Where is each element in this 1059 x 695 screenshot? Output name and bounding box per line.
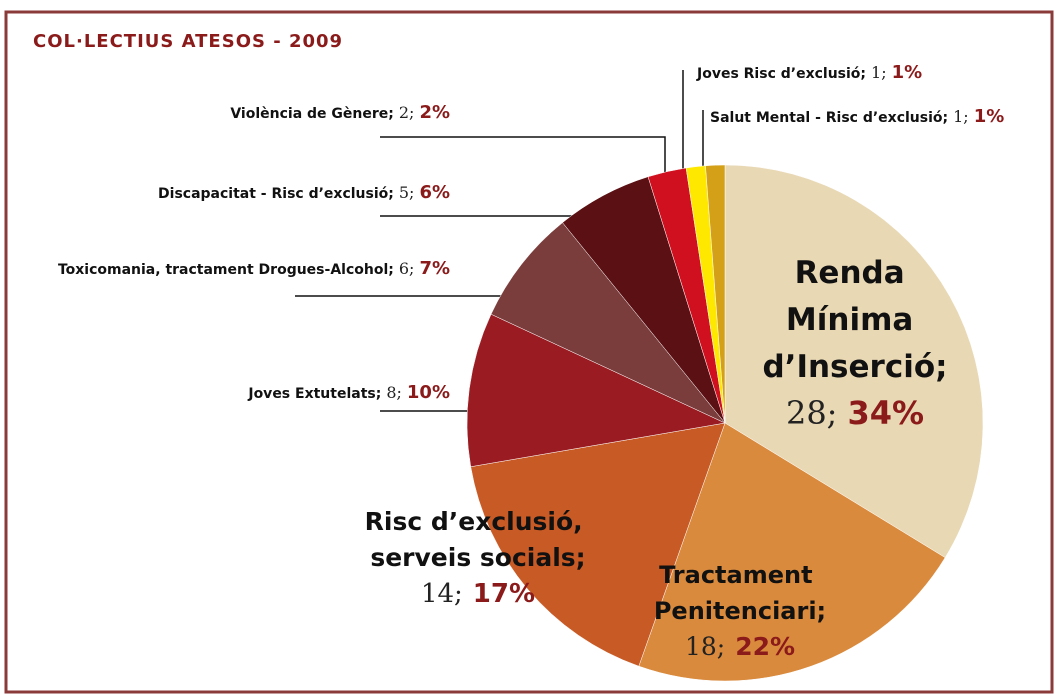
category-name: Risc d’exclusió, serveis socials; bbox=[365, 507, 592, 572]
category-line: Tractament bbox=[659, 561, 821, 589]
pie-slice bbox=[724, 164, 984, 558]
category-name: Salut Mental - Risc d’exclusió; bbox=[710, 110, 948, 126]
slice-value: 14; 17% bbox=[421, 579, 535, 609]
slice-label: Toxicomania, tractament Drogues-Alcohol;… bbox=[58, 258, 450, 279]
category-name: Renda Mínima d’Inserció; bbox=[762, 255, 947, 385]
pie-slice bbox=[490, 222, 726, 424]
count-label: 14; bbox=[421, 579, 463, 609]
category-name: Joves Risc d’exclusió; bbox=[696, 66, 866, 82]
category-name: Discapacitat - Risc d’exclusió; bbox=[158, 186, 394, 202]
pie-slice bbox=[470, 422, 726, 667]
percent-label: 7% bbox=[419, 258, 450, 279]
count-label: 18; bbox=[685, 632, 725, 661]
pie-slice bbox=[638, 422, 946, 682]
percent-label: 6% bbox=[419, 182, 450, 203]
slice-value: 28; 34% bbox=[786, 394, 924, 432]
slice-label: Joves Risc d’exclusió; 1; 1% bbox=[696, 62, 922, 83]
category-line: Renda bbox=[795, 255, 916, 291]
count-label: 8; bbox=[386, 383, 402, 402]
percent-label: 34% bbox=[847, 394, 924, 432]
percent-label: 17% bbox=[473, 579, 535, 609]
leader-line bbox=[380, 136, 666, 183]
count-label: 28; bbox=[786, 394, 838, 432]
slice-label: Discapacitat - Risc d’exclusió; 5; 6% bbox=[158, 182, 450, 203]
category-name: Joves Extutelats; bbox=[247, 386, 381, 402]
slice-value: 18; 22% bbox=[685, 632, 795, 661]
count-label: 6; bbox=[399, 259, 415, 278]
percent-label: 1% bbox=[974, 106, 1005, 127]
count-label: 2; bbox=[399, 103, 415, 122]
slice-label: Salut Mental - Risc d’exclusió; 1; 1% bbox=[710, 106, 1004, 127]
category-line: Mínima bbox=[786, 302, 924, 338]
slice-label: Joves Extutelats; 8; 10% bbox=[247, 382, 450, 403]
category-line: serveis socials; bbox=[370, 543, 585, 572]
chart-title: COL·LECTIUS ATESOS - 2009 bbox=[33, 31, 343, 52]
category-line: Risc d’exclusió, bbox=[365, 507, 592, 536]
category-line: d’Inserció; bbox=[762, 349, 947, 385]
category-name: Toxicomania, tractament Drogues-Alcohol; bbox=[58, 262, 394, 278]
category-name: Violència de Gènere; bbox=[230, 106, 394, 122]
slice-label: Violència de Gènere; 2; 2% bbox=[230, 102, 450, 123]
category-line: Penitenciari; bbox=[654, 597, 826, 625]
percent-label: 22% bbox=[735, 632, 795, 661]
pie-slice bbox=[466, 313, 726, 468]
pie-slice bbox=[705, 164, 726, 424]
count-label: 1; bbox=[871, 63, 887, 82]
count-label: 5; bbox=[399, 183, 415, 202]
percent-label: 2% bbox=[419, 102, 450, 123]
count-label: 1; bbox=[953, 107, 969, 126]
percent-label: 1% bbox=[892, 62, 923, 83]
category-name: Tractament Penitenciari; bbox=[654, 561, 826, 625]
percent-label: 10% bbox=[407, 382, 450, 403]
